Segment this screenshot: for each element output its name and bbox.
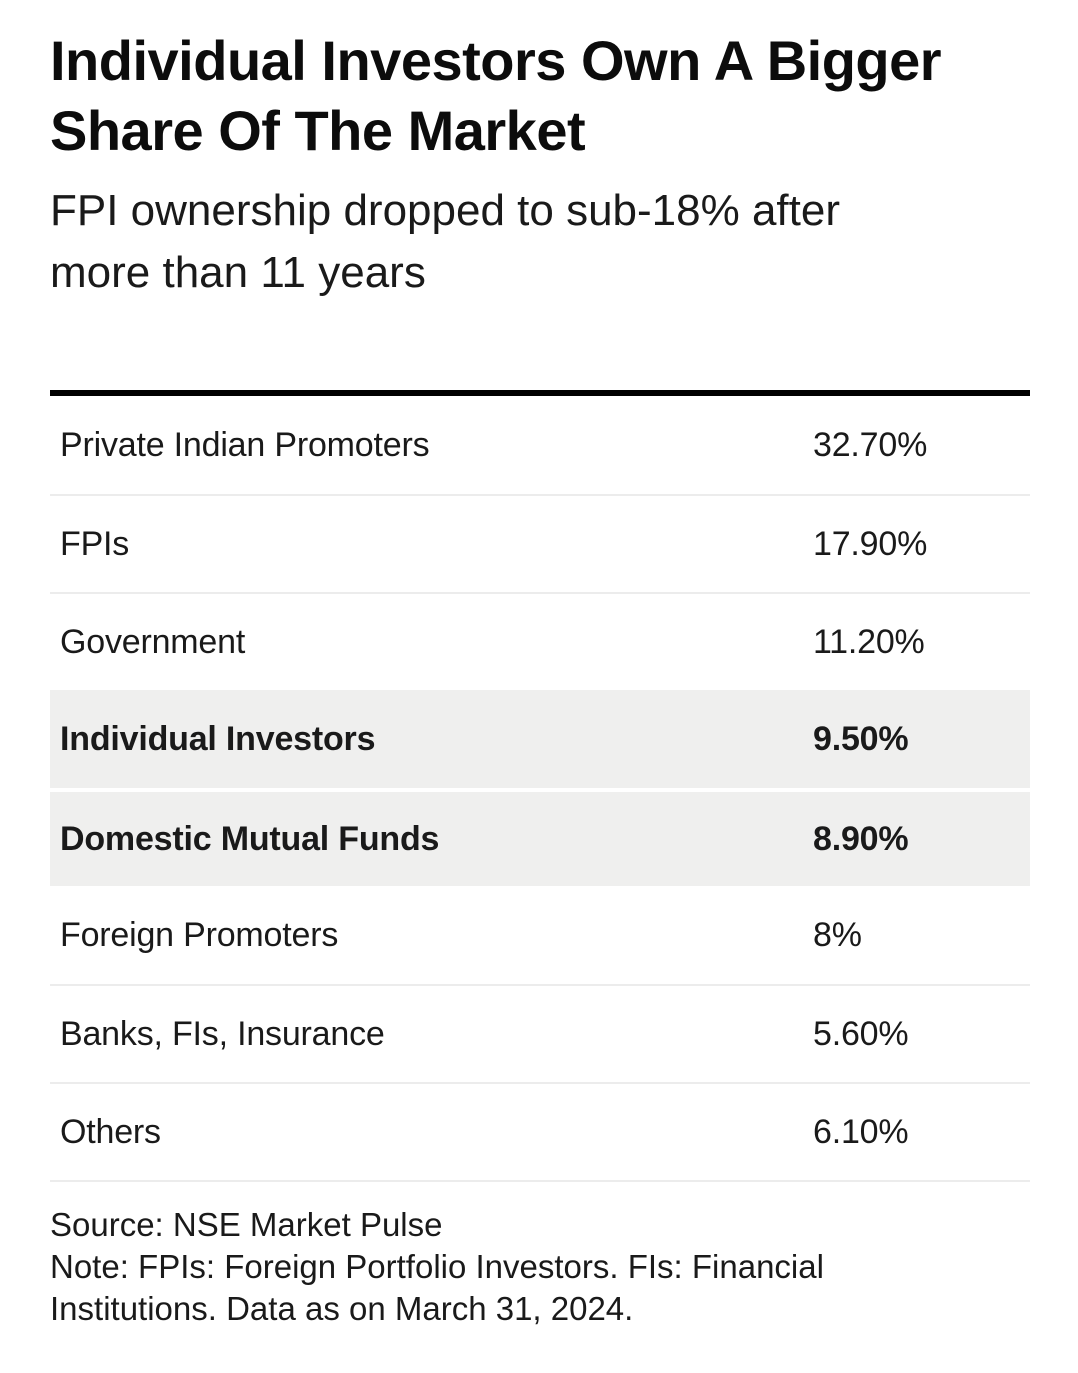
- table-row-fpis: FPIs 17.90%: [50, 494, 1030, 592]
- row-value: 8%: [813, 915, 862, 954]
- row-label: Domestic Mutual Funds: [60, 819, 440, 858]
- table-row-banks-fis-insurance: Banks, FIs, Insurance 5.60%: [50, 984, 1030, 1082]
- table-row-individual-investors: Individual Investors 9.50%: [50, 690, 1030, 788]
- chart-title-line2: Share Of The Market: [50, 99, 586, 162]
- table-row-others: Others 6.10%: [50, 1082, 1030, 1180]
- row-label: Private Indian Promoters: [60, 425, 430, 464]
- table-row-government: Government 11.20%: [50, 592, 1030, 690]
- row-label: Others: [60, 1112, 161, 1151]
- footnote: Note: FPIs: Foreign Portfolio Investors.…: [50, 1248, 824, 1327]
- row-label: Foreign Promoters: [60, 915, 339, 954]
- row-label: Government: [60, 622, 246, 661]
- row-value: 6.10%: [813, 1112, 909, 1151]
- chart-card: Individual Investors Own A Bigger Share …: [50, 26, 1030, 1330]
- row-value: 17.90%: [813, 524, 928, 563]
- row-value: 8.90%: [813, 819, 909, 858]
- row-value: 11.20%: [813, 622, 925, 661]
- row-value: 32.70%: [813, 425, 928, 464]
- row-value: 5.60%: [813, 1014, 909, 1053]
- table-row-foreign-promoters: Foreign Promoters 8%: [50, 886, 1030, 984]
- chart-title-line1: Individual Investors Own A Bigger: [50, 29, 942, 92]
- chart-subtitle: FPI ownership dropped to sub-18% after m…: [50, 180, 1030, 304]
- row-label: FPIs: [60, 524, 130, 563]
- table-row-private-indian-promoters: Private Indian Promoters 32.70%: [50, 396, 1030, 494]
- chart-subtitle-line2: more than 11 years: [50, 248, 426, 297]
- chart-title: Individual Investors Own A Bigger Share …: [50, 26, 1030, 166]
- chart-subtitle-line1: FPI ownership dropped to sub-18% after: [50, 186, 841, 235]
- table-row-domestic-mutual-funds: Domestic Mutual Funds 8.90%: [50, 788, 1030, 886]
- ownership-table: Private Indian Promoters 32.70% FPIs 17.…: [50, 390, 1030, 1182]
- row-value: 9.50%: [813, 719, 909, 758]
- chart-footer: Source: NSE Market Pulse Note: FPIs: For…: [50, 1204, 980, 1330]
- row-label: Banks, FIs, Insurance: [60, 1014, 385, 1053]
- row-label: Individual Investors: [60, 719, 376, 758]
- source-note: Source: NSE Market Pulse: [50, 1206, 443, 1243]
